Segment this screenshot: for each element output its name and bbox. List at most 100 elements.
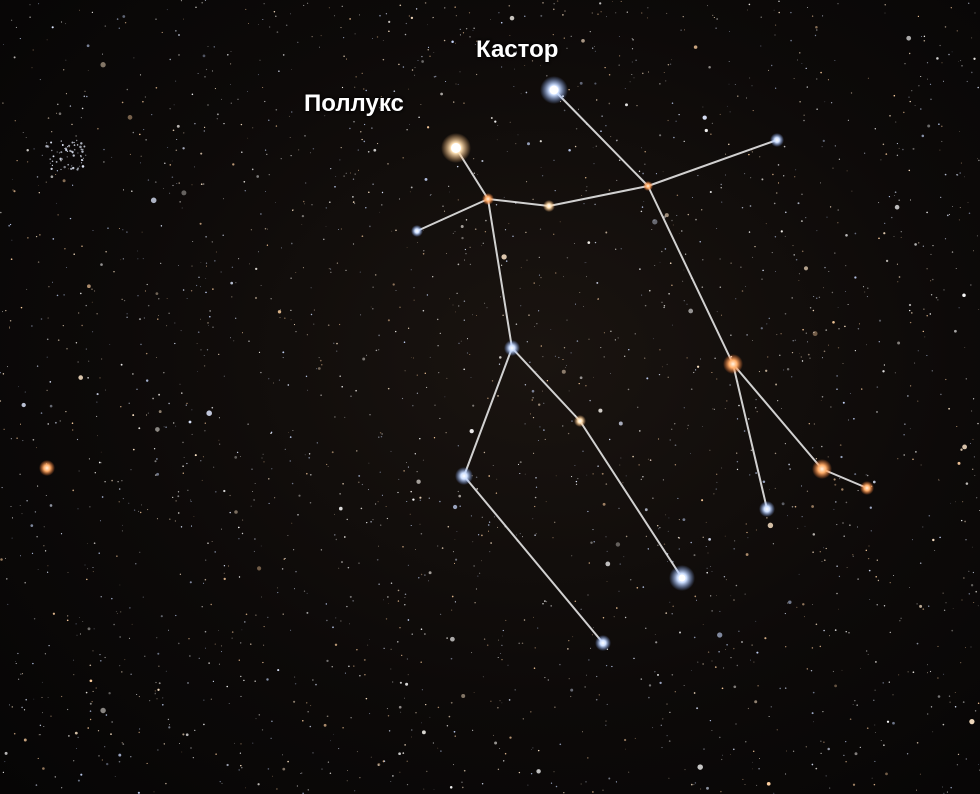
background-star (230, 281, 234, 285)
background-star (399, 681, 402, 684)
background-star (415, 549, 417, 551)
background-star (238, 576, 241, 578)
background-star (350, 395, 352, 397)
background-star (168, 312, 170, 314)
background-star (950, 7, 952, 9)
background-star (100, 263, 103, 266)
background-star (81, 324, 83, 327)
background-star (407, 466, 409, 468)
background-star (713, 493, 715, 495)
background-star (402, 66, 405, 68)
background-star (453, 562, 456, 564)
background-star (909, 385, 912, 387)
background-star (849, 524, 851, 526)
background-star (78, 9, 80, 11)
background-star (866, 344, 867, 346)
background-star (745, 553, 749, 556)
background-star (668, 292, 670, 295)
background-star (302, 267, 304, 269)
background-star (825, 329, 828, 331)
background-star (709, 719, 712, 722)
background-star (103, 148, 105, 151)
background-star (884, 4, 886, 6)
background-star (592, 473, 594, 475)
background-star (368, 191, 370, 194)
background-star (751, 644, 753, 646)
background-star (37, 261, 40, 263)
background-star (263, 3, 265, 5)
background-star (844, 290, 847, 293)
background-star (138, 427, 141, 430)
background-star (154, 692, 156, 694)
background-star (363, 658, 366, 661)
background-star (574, 600, 577, 603)
background-star (355, 76, 357, 78)
background-star (270, 737, 272, 739)
background-star (711, 371, 713, 374)
background-star (677, 497, 679, 499)
background-star (138, 318, 142, 321)
background-star (745, 523, 747, 525)
background-star (3, 44, 4, 45)
background-star (415, 712, 417, 714)
background-star (24, 581, 27, 584)
background-star (114, 776, 116, 777)
background-star (137, 258, 139, 260)
background-star (155, 292, 159, 295)
background-star (424, 574, 426, 576)
background-star (265, 191, 267, 193)
background-star (458, 494, 462, 498)
background-star (387, 387, 390, 390)
background-star (970, 71, 973, 74)
background-star (822, 711, 824, 713)
background-star (341, 386, 343, 388)
background-star (341, 561, 343, 563)
background-star (133, 509, 136, 511)
background-star (309, 473, 312, 476)
background-star (37, 757, 39, 759)
background-star (421, 60, 424, 63)
background-star (89, 710, 92, 712)
line-body-right (647, 185, 734, 365)
background-star (156, 458, 158, 460)
background-star (398, 63, 400, 66)
background-star (939, 44, 941, 47)
background-star (465, 28, 468, 30)
background-star (334, 416, 336, 418)
background-star (592, 147, 594, 149)
background-star (538, 310, 540, 312)
background-star (615, 542, 621, 547)
background-star (406, 658, 408, 660)
background-star (943, 609, 946, 611)
background-star (774, 452, 777, 455)
background-star (197, 371, 198, 372)
background-star (969, 718, 975, 725)
background-star (719, 113, 721, 115)
background-star (815, 26, 818, 29)
background-star (688, 308, 694, 314)
background-star (535, 486, 538, 488)
background-star (234, 510, 238, 514)
background-star (509, 121, 511, 123)
background-star (668, 740, 671, 742)
background-star (426, 386, 428, 388)
background-star (372, 308, 374, 310)
background-star (802, 603, 805, 606)
background-star (335, 617, 337, 619)
background-star (615, 12, 617, 14)
background-star (399, 627, 401, 629)
background-star (643, 201, 645, 202)
background-star (372, 519, 374, 521)
background-star (678, 537, 681, 539)
background-star (972, 250, 974, 252)
background-star (321, 364, 323, 366)
background-star (89, 664, 92, 667)
background-star (576, 340, 579, 342)
background-star (825, 775, 827, 777)
background-star (203, 723, 205, 726)
background-star (874, 128, 876, 130)
background-star (338, 506, 343, 511)
background-star (356, 648, 358, 651)
background-star (799, 101, 801, 103)
background-star (138, 510, 140, 512)
